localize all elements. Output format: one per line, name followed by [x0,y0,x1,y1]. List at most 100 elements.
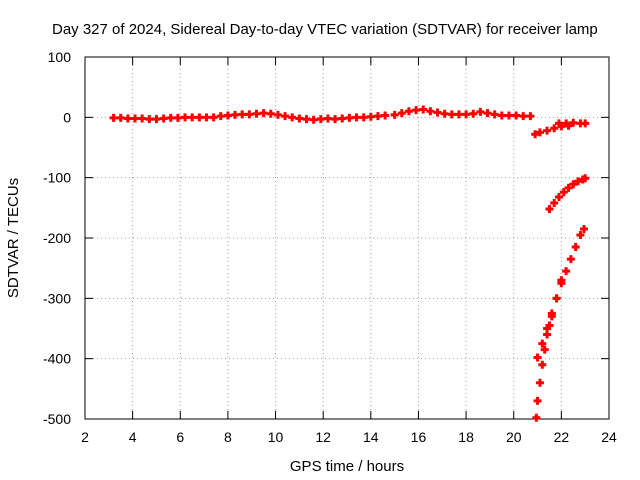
data-point [288,113,297,122]
data-point [504,111,513,120]
data-point [316,115,325,124]
data-point [538,339,547,348]
y-tick-label: -300 [43,290,71,306]
data-point [181,113,190,122]
data-point [469,109,478,118]
data-point [433,108,442,117]
data-point [512,111,521,120]
data-point [574,177,583,186]
data-point [381,111,390,120]
data-point [195,113,204,122]
grid-lines [85,57,609,419]
x-tick-label: 24 [601,429,617,445]
y-tick-label: -400 [43,351,71,367]
data-point [554,192,563,201]
data-point [412,106,421,115]
data-point [123,114,132,123]
data-point [566,255,575,264]
x-tick-label: 8 [224,429,232,445]
data-point [540,345,549,354]
data-point [562,119,571,128]
data-point [166,113,175,122]
data-point [547,312,556,321]
data-point [281,112,290,121]
x-tick-label: 18 [458,429,474,445]
data-point [571,243,580,252]
data-point [295,114,304,123]
data-point [581,119,590,128]
data-point [483,109,492,118]
data-point [462,110,471,119]
data-point [490,110,499,119]
x-tick-label: 12 [315,429,331,445]
data-point [259,109,268,118]
data-points [109,105,590,422]
data-point [345,113,354,122]
data-point [223,111,232,120]
data-point [535,378,544,387]
data-point [543,126,552,135]
y-axis-title: SDTVAR / TECUs [5,178,22,298]
data-point [238,110,247,119]
data-point [202,113,211,122]
data-point [245,110,254,119]
data-point [559,188,568,197]
data-point [338,114,347,123]
data-point [569,118,578,127]
data-point [533,353,542,362]
x-tick-label: 20 [506,429,522,445]
y-tick-label: -500 [43,411,71,427]
data-point [159,114,168,123]
y-tick-label: 0 [63,109,71,125]
data-point [532,413,541,422]
data-point [352,113,361,122]
data-point [576,230,585,239]
data-point [145,115,154,124]
data-point [519,112,528,121]
data-point [426,107,435,116]
data-point [109,113,118,122]
data-point [535,128,544,137]
data-point [419,105,428,114]
data-point [545,205,554,214]
data-point [216,112,225,121]
x-tick-label: 6 [176,429,184,445]
data-point [533,396,542,405]
data-point [152,115,161,124]
data-point [454,110,463,119]
data-point [397,109,406,118]
data-point [550,199,559,208]
data-point [526,112,535,121]
data-point [331,115,340,124]
data-point [538,360,547,369]
data-point [173,113,182,122]
x-tick-label: 10 [268,429,284,445]
data-point [476,107,485,116]
plot-frame [84,56,610,420]
x-tick-label: 14 [363,429,379,445]
data-point [564,183,573,192]
data-point [569,180,578,189]
axis-ticks: 2 4 6 8 10 12 14 16 18 20 22 241000-100-200-300-400… [43,49,617,445]
data-point [273,110,282,119]
data-point [373,112,382,121]
data-point [188,113,197,122]
data-point [231,110,240,119]
data-point [209,113,218,122]
data-point [497,111,506,120]
data-point [531,130,540,139]
y-tick-label: -200 [43,230,71,246]
data-point [543,330,552,339]
data-point [138,114,147,123]
data-point [440,109,449,118]
data-point [554,119,563,128]
data-point [309,115,318,124]
data-point [366,112,375,121]
data-point [116,113,125,122]
data-point [447,110,456,119]
data-point [323,114,332,123]
data-point [302,115,311,124]
data-point [552,294,561,303]
data-point [581,174,590,183]
